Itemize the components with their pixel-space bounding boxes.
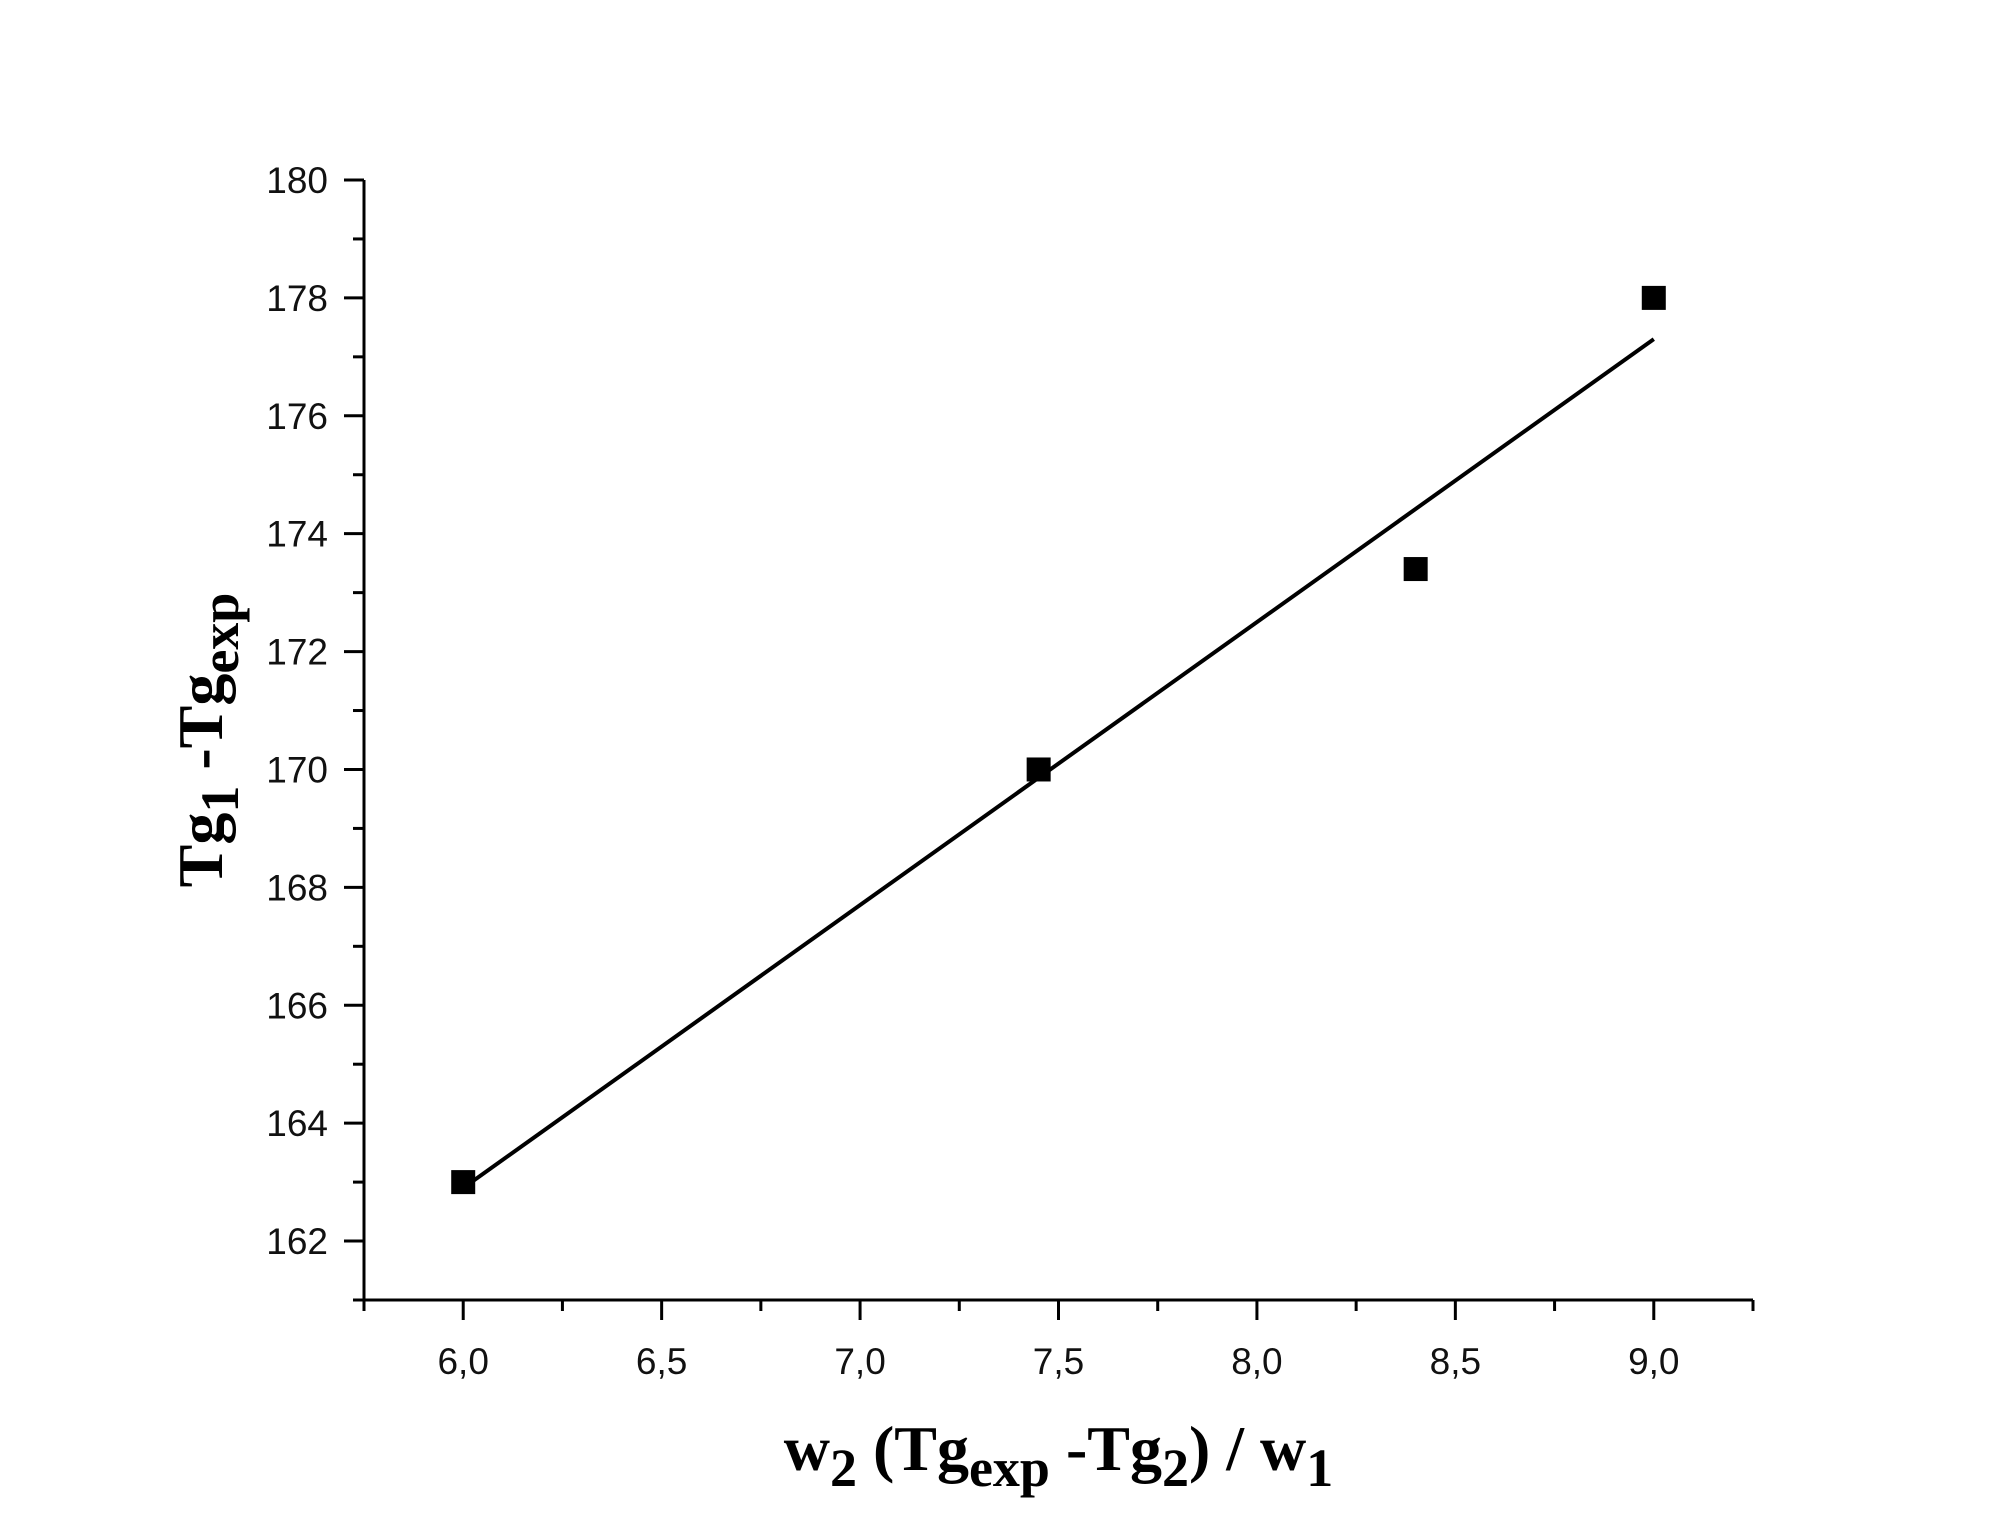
data-point-square bbox=[1026, 757, 1051, 782]
data-point-square bbox=[451, 1170, 476, 1195]
x-tick-label: 9,0 bbox=[1628, 1341, 1679, 1382]
y-axis-title: Tg1 -Tgexp bbox=[165, 593, 250, 888]
x-axis-title: w2 (Tgexp -Tg2) / w1 bbox=[784, 1413, 1334, 1498]
x-tick-label: 8,5 bbox=[1430, 1341, 1481, 1382]
y-tick-label: 164 bbox=[266, 1103, 328, 1144]
y-tick-label: 174 bbox=[266, 514, 328, 555]
y-tick-label: 170 bbox=[266, 749, 328, 790]
y-tick-label: 162 bbox=[266, 1221, 328, 1262]
y-tick-label: 166 bbox=[266, 985, 328, 1026]
data-point-square bbox=[1641, 285, 1666, 310]
x-tick-label: 7,5 bbox=[1033, 1341, 1084, 1382]
y-tick-label: 172 bbox=[266, 632, 328, 673]
fit-line-layer bbox=[462, 337, 1655, 1190]
axes: 162 164 166 168 170 172 174 176 178 180 6,0 6,5 7,0 7… bbox=[266, 160, 1755, 1382]
x-tick-label: 7,0 bbox=[834, 1341, 885, 1382]
x-tick-label: 6,5 bbox=[636, 1341, 687, 1382]
data-point-square bbox=[1403, 557, 1428, 582]
y-tick-label: 178 bbox=[266, 278, 328, 319]
axis-titles: w2 (Tgexp -Tg2) / w1 Tg1 -Tgexp bbox=[165, 593, 1333, 1498]
y-tick-label: 180 bbox=[266, 160, 328, 201]
data-points bbox=[451, 285, 1666, 1195]
x-tick-label: 6,0 bbox=[437, 1341, 488, 1382]
y-tick-label: 168 bbox=[266, 867, 328, 908]
x-tick-label: 8,0 bbox=[1231, 1341, 1282, 1382]
linear-fit-line bbox=[462, 337, 1655, 1190]
y-tick-label: 176 bbox=[266, 396, 328, 437]
